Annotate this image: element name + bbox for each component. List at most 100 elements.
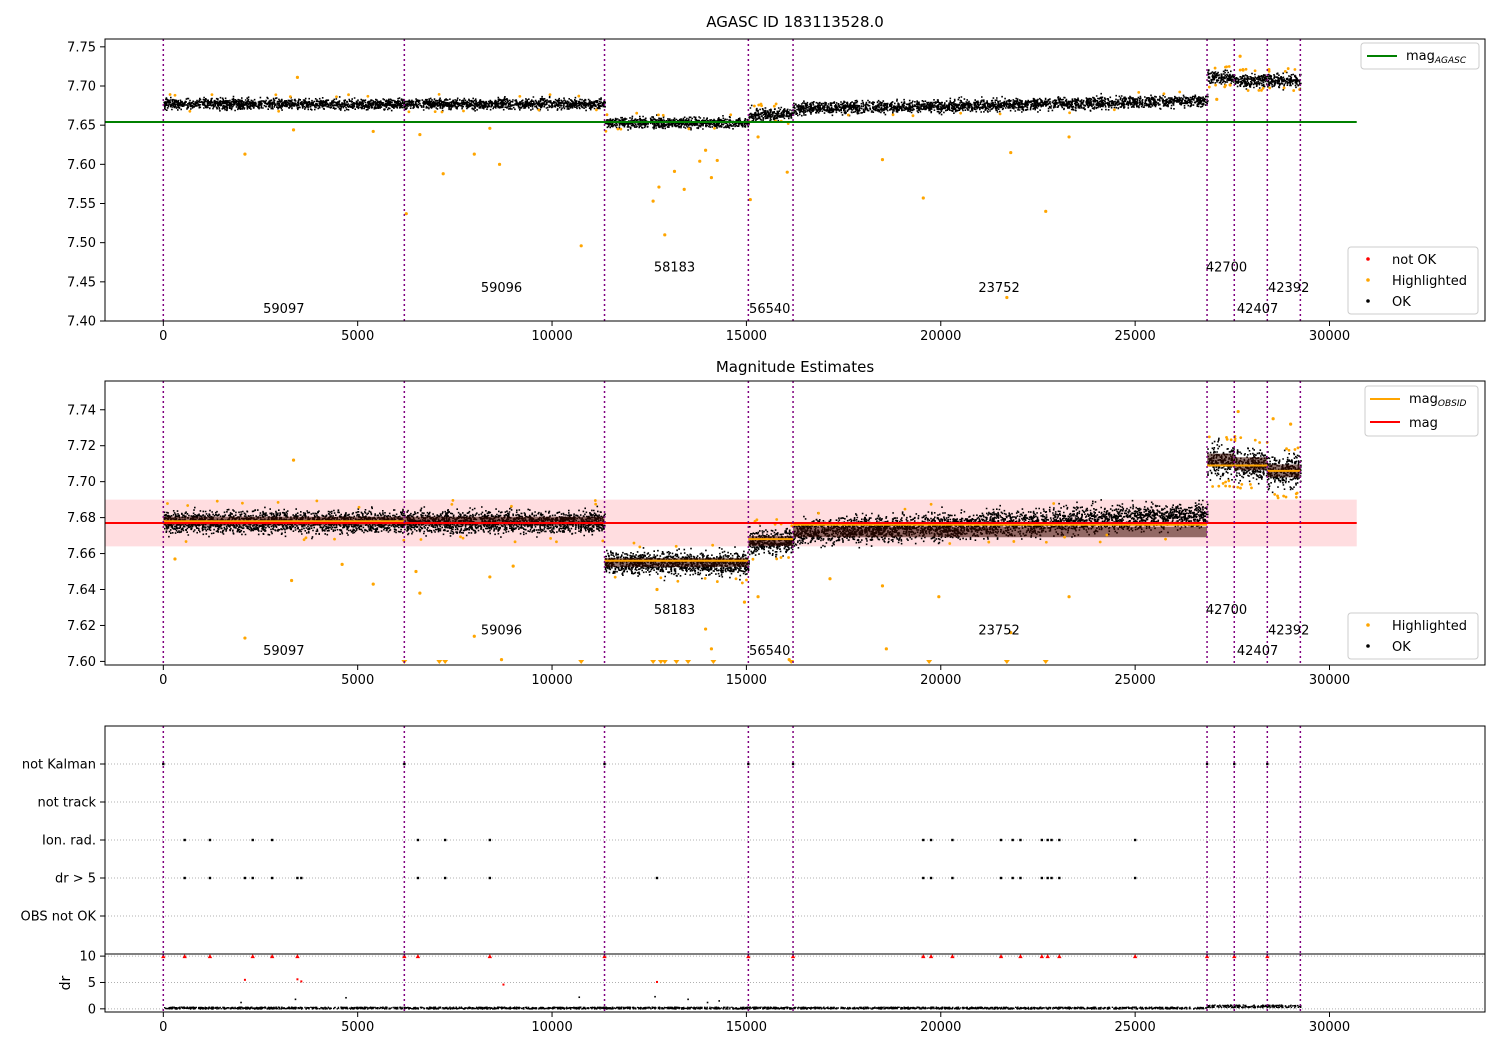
dr-capped-marker — [1045, 954, 1050, 959]
legend-label-highlighted: Highlighted — [1392, 274, 1467, 289]
agasc-highlighted-point — [497, 162, 502, 166]
magnitude-highlighted-point — [1009, 631, 1013, 635]
magnitude-highlighted-point — [1295, 495, 1298, 499]
agasc-highlighted-point — [891, 113, 895, 117]
flags-panel: not Kalman not track Ion. rad. dr > 5 OBS no… — [21, 726, 1485, 954]
magnitude-highlighted-point — [779, 556, 783, 559]
dr-capped-marker — [487, 954, 493, 959]
agasc-highlighted-point — [1241, 68, 1245, 71]
agasc-highlighted-point — [1067, 135, 1071, 139]
agasc-highlighted-point — [757, 103, 761, 107]
agasc-highlighted-point — [661, 113, 665, 117]
magnitude-highlighted-point — [1282, 494, 1286, 498]
dr-capped-marker — [1265, 954, 1270, 959]
agasc-highlighted-point — [288, 95, 292, 99]
agasc-obsid-label: 42407 — [1237, 302, 1278, 317]
dr-not-ok-point — [243, 978, 246, 981]
agasc-legend: magAGASC — [1360, 42, 1480, 70]
agasc-panel-title: AGASC ID 183113528.0 — [706, 13, 884, 31]
flags-dr-frame — [104, 725, 1486, 1013]
agasc-highlighted-point — [168, 93, 172, 96]
flag-event-point — [416, 838, 420, 842]
dr-capped-marker — [928, 954, 934, 959]
magnitude-offscale-marker — [661, 660, 668, 664]
magnitude-highlighted-point — [1098, 540, 1102, 544]
flag-event-point — [296, 876, 299, 880]
magnitude-highlighted-point — [315, 499, 319, 503]
agasc-highlighted-point — [366, 94, 370, 98]
agasc-highlighted-point — [1253, 69, 1257, 73]
dr-ok-points — [748, 1006, 794, 1010]
magnitude-offscale-marker — [685, 660, 692, 664]
dr-point — [294, 998, 297, 1001]
dr-capped-marker — [1232, 954, 1237, 959]
magnitude-highlighted-point — [511, 564, 515, 568]
agasc-highlighted-point — [1282, 86, 1286, 90]
agasc-highlighted-point — [274, 93, 278, 97]
dr-ok-points — [604, 1006, 750, 1010]
agasc-obsid-label: 23752 — [978, 281, 1019, 296]
magnitude-highlighted-point — [1239, 486, 1242, 490]
agasc-panel-frame — [104, 38, 1486, 322]
agasc-highlighted-point — [1225, 65, 1229, 69]
agasc-highlighted-point — [774, 102, 778, 106]
agasc-highlighted-point — [243, 152, 247, 156]
dr-ok-points — [793, 1006, 1209, 1010]
agasc-obsid-label: 59097 — [263, 302, 304, 317]
flag-event-point — [1019, 838, 1022, 842]
agasc-highlighted-point — [1068, 111, 1071, 115]
magnitude-highlighted-point — [742, 600, 747, 604]
magnitude-highlighted-point — [241, 501, 244, 505]
dr-panel: 0 5000 10000 15000 20000 25000 30000 0 5 10 dr — [58, 725, 1486, 1035]
magnitude-highlighted-point — [601, 539, 605, 543]
magnitude-highlighted-point — [1063, 535, 1066, 539]
agasc-highlighted-point — [518, 95, 522, 98]
magnitude-highlighted-point — [1273, 492, 1277, 496]
agasc-highlighted-point — [846, 113, 850, 117]
agasc-highlighted-point — [472, 152, 476, 156]
magnitude-panel-title: Magnitude Estimates — [716, 358, 874, 376]
agasc-highlighted-point — [1009, 150, 1013, 155]
magnitude-offscale-marker — [650, 660, 657, 664]
magnitude-panel: Magnitude Estimates 59097 59096 58183 56540… — [67, 358, 1486, 688]
flag-event-point — [1058, 838, 1061, 842]
legend-marker-ok — [1366, 644, 1370, 648]
dr-x-tick-label: 30000 — [1309, 1020, 1350, 1035]
flag-event-point — [1133, 876, 1137, 880]
magnitude-x-tick-label: 30000 — [1309, 673, 1350, 688]
agasc-highlighted-point — [437, 92, 441, 96]
magnitude-highlighted-point — [1294, 492, 1298, 496]
legend-label-not-ok: not OK — [1392, 253, 1437, 268]
magnitude-obsid-label: 59096 — [481, 623, 522, 638]
magnitude-obsid-label: 42700 — [1206, 603, 1247, 618]
dr-capped-marker — [921, 954, 926, 959]
magnitude-highlighted-point — [418, 591, 422, 595]
agasc-y-tick-label: 7.45 — [67, 275, 96, 290]
agasc-highlighted-point — [1207, 85, 1211, 89]
magnitude-offscale-marker — [436, 660, 443, 664]
magnitude-highlighted-point — [186, 504, 190, 507]
agasc-obsid-label: 58183 — [654, 261, 695, 276]
magnitude-highlighted-point — [674, 544, 678, 548]
magnitude-obsid-label: 58183 — [654, 603, 695, 618]
magnitude-y-tick-label: 7.60 — [67, 655, 96, 670]
agasc-highlighted-point — [210, 93, 214, 97]
flag-event-point — [1058, 876, 1061, 880]
magnitude-highlighted-point — [459, 535, 462, 539]
magnitude-highlighted-point — [414, 569, 418, 574]
agasc-x-tick-label: 30000 — [1309, 329, 1350, 344]
dr-not-ok-point — [656, 980, 658, 983]
magnitude-highlighted-point — [1224, 480, 1228, 484]
dr-ok-points — [1207, 1004, 1236, 1009]
magnitude-offscale-marker — [578, 660, 585, 664]
flag-event-point — [1040, 838, 1044, 842]
agasc-y-tick-label: 7.75 — [67, 40, 96, 55]
magnitude-highlighted-point — [593, 499, 597, 502]
magnitude-highlighted-point — [173, 557, 177, 561]
flags-category-label: OBS not OK — [21, 910, 97, 925]
magnitude-highlighted-point — [709, 647, 714, 651]
magnitude-highlighted-point — [1221, 482, 1225, 485]
agasc-ok-points — [1207, 69, 1236, 86]
magnitude-x-tick-label: 25000 — [1114, 673, 1155, 688]
magnitude-highlighted-point — [1236, 409, 1240, 414]
